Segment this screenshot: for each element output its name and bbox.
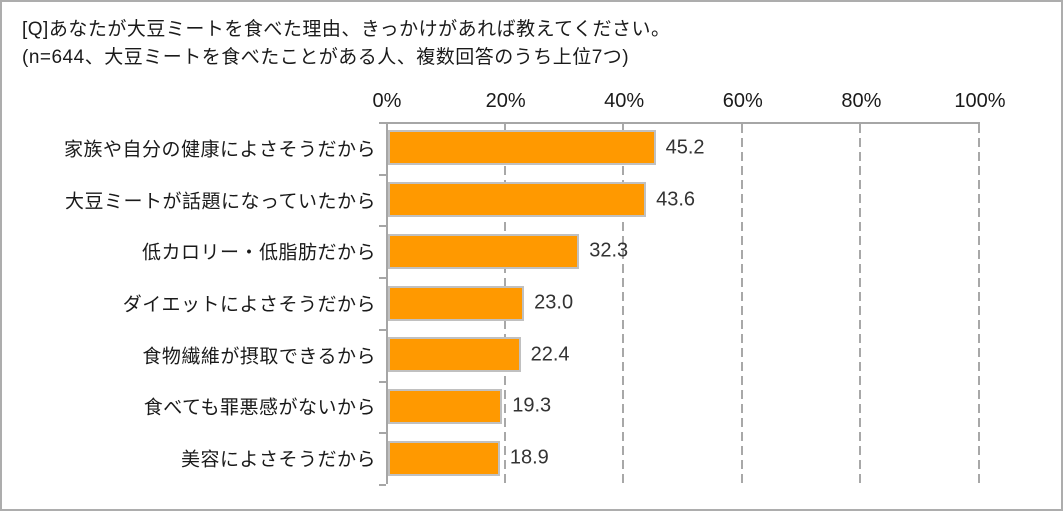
category-label: 食物繊維が摂取できるから: [142, 346, 376, 368]
x-axis-tick-label: 60%: [722, 90, 763, 112]
bar: [388, 337, 521, 373]
bar-value-label: 22.4: [530, 343, 570, 366]
x-axis-tick-label: 80%: [841, 90, 882, 112]
bar: [388, 233, 580, 269]
axis-tick: [379, 225, 386, 227]
axis-tick: [379, 122, 386, 124]
x-axis-tick-label: 20%: [485, 90, 526, 112]
axis-tick: [379, 484, 386, 486]
axis-tick: [379, 174, 386, 176]
bar: [388, 285, 525, 321]
bar-value-label: 18.9: [509, 446, 549, 469]
category-label: 低カロリー・低脂肪だから: [141, 242, 376, 264]
bar-value-label: 23.0: [534, 291, 574, 314]
category-label: 美容によさそうだから: [180, 449, 376, 471]
bar: [388, 440, 500, 476]
x-axis-tick-label: 100%: [954, 90, 1006, 112]
bar-value-label: 32.3: [589, 239, 629, 262]
axis-tick: [379, 432, 386, 434]
chart-title: [Q]あなたが大豆ミートを食べた理由、きっかけがあれば教えてください。: [22, 19, 671, 40]
value-axis-line: [386, 122, 980, 124]
axis-tick: [379, 329, 386, 331]
gridline: [978, 124, 980, 484]
category-label: 大豆ミートが話題になっていたから: [64, 191, 376, 213]
x-axis-tick-label: 40%: [604, 90, 645, 112]
category-label: ダイエットによさそうだから: [122, 294, 376, 316]
gridline: [740, 124, 743, 484]
gridline: [859, 124, 862, 484]
bar-value-label: 45.2: [665, 136, 705, 159]
bar-value-label: 43.6: [656, 188, 696, 211]
category-axis-line: [386, 122, 388, 484]
bar: [388, 182, 647, 218]
gridline: [622, 124, 625, 484]
chart-subtitle: (n=644、大豆ミートを食べたことがある人、複数回答のうち上位7つ): [22, 47, 630, 68]
axis-tick: [379, 381, 386, 383]
category-label: 家族や自分の健康によさそうだから: [63, 139, 376, 161]
bar: [388, 388, 503, 424]
axis-tick: [379, 277, 386, 279]
bar-value-label: 19.3: [512, 394, 552, 417]
x-axis-tick-label: 0%: [372, 90, 402, 112]
category-label: 食べても罪悪感がないから: [143, 397, 376, 419]
bar: [388, 130, 656, 166]
